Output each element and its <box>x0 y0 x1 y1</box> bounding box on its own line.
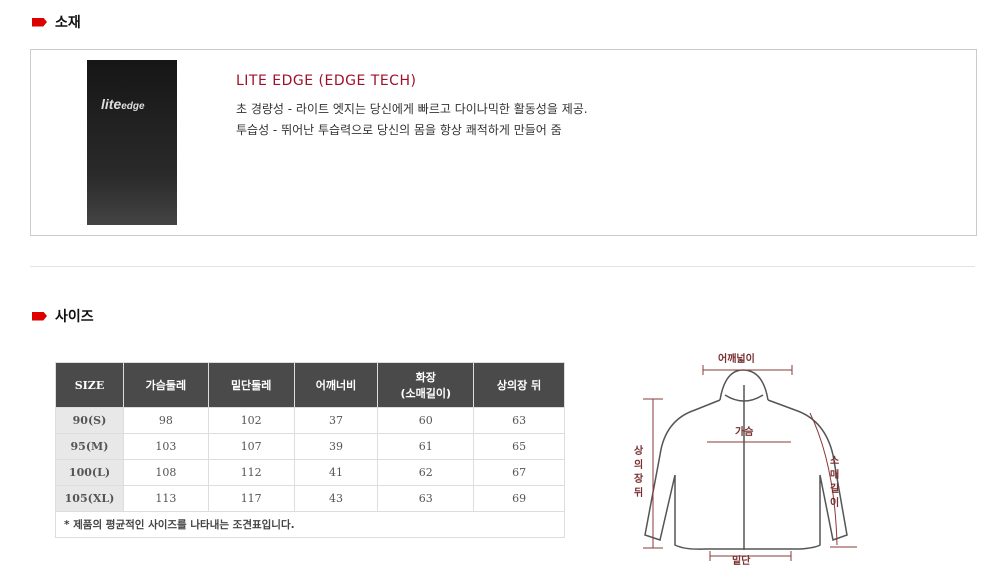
value-cell: 39 <box>293 433 379 460</box>
material-title: LITE EDGE (EDGE TECH) <box>236 73 417 89</box>
size-heading: 사이즈 <box>32 306 94 326</box>
value-cell: 117 <box>207 485 295 512</box>
size-heading-text: 사이즈 <box>55 309 94 325</box>
material-heading: 소재 <box>32 12 81 32</box>
flag-icon <box>32 17 47 27</box>
value-cell: 113 <box>122 485 209 512</box>
value-cell: 67 <box>473 459 565 486</box>
back-length-label: 상의장뒤 <box>634 446 644 499</box>
size-cell: 105(XL) <box>55 485 124 512</box>
column-header: SIZE <box>55 362 124 408</box>
value-cell: 63 <box>473 407 565 434</box>
value-cell: 102 <box>207 407 295 434</box>
value-cell: 37 <box>293 407 379 434</box>
value-cell: 60 <box>377 407 475 434</box>
column-header: 화장 (소매길이) <box>377 362 475 408</box>
value-cell: 112 <box>207 459 295 486</box>
size-table: SIZE 가슴둘레 밑단둘레 어깨너비 화장 (소매길이) 상의장 뒤 90(S) 98 10… <box>55 362 565 538</box>
table-row: 90(S) 98 102 37 60 63 <box>55 407 565 434</box>
value-cell: 63 <box>377 485 475 512</box>
column-header: 상의장 뒤 <box>473 362 565 408</box>
value-cell: 61 <box>377 433 475 460</box>
hem-label: 밑단 <box>732 556 751 567</box>
column-header: 어깨너비 <box>293 362 379 408</box>
chest-label: 가슴 <box>735 427 754 438</box>
value-cell: 43 <box>293 485 379 512</box>
flag-icon <box>32 311 47 321</box>
material-box: liteedge LITE EDGE (EDGE TECH) 초 경량성 - 라… <box>30 49 977 236</box>
table-note: * 제품의 평균적인 사이즈를 나타내는 조견표입니다. <box>55 511 565 538</box>
shoulder-label: 어깨넓이 <box>718 354 755 365</box>
column-header: 밑단둘레 <box>207 362 295 408</box>
value-cell: 65 <box>473 433 565 460</box>
size-cell: 90(S) <box>55 407 124 434</box>
column-header: 가슴둘레 <box>122 362 209 408</box>
value-cell: 41 <box>293 459 379 486</box>
value-cell: 98 <box>122 407 209 434</box>
divider <box>30 266 975 267</box>
table-row: 100(L) 108 112 41 62 67 <box>55 459 565 486</box>
value-cell: 62 <box>377 459 475 486</box>
table-row: 105(XL) 113 117 43 63 69 <box>55 485 565 512</box>
sleeve-label: 소매길이 <box>830 456 840 509</box>
jacket-illustration <box>644 369 848 550</box>
material-line: 초 경량성 - 라이트 엣지는 당신에게 빠르고 다이나믹한 활동성을 제공. <box>236 102 588 116</box>
value-cell: 69 <box>473 485 565 512</box>
jacket-size-diagram <box>643 365 857 561</box>
material-line: 투습성 - 뛰어난 투습력으로 당신의 몸을 항상 쾌적하게 만들어 줌 <box>236 123 562 137</box>
table-row: 95(M) 103 107 39 61 65 <box>55 433 565 460</box>
value-cell: 103 <box>122 433 209 460</box>
material-heading-text: 소재 <box>55 15 81 31</box>
value-cell: 108 <box>122 459 209 486</box>
lite-edge-tag-image: liteedge <box>87 60 177 225</box>
value-cell: 107 <box>207 433 295 460</box>
size-cell: 95(M) <box>55 433 124 460</box>
size-cell: 100(L) <box>55 459 124 486</box>
